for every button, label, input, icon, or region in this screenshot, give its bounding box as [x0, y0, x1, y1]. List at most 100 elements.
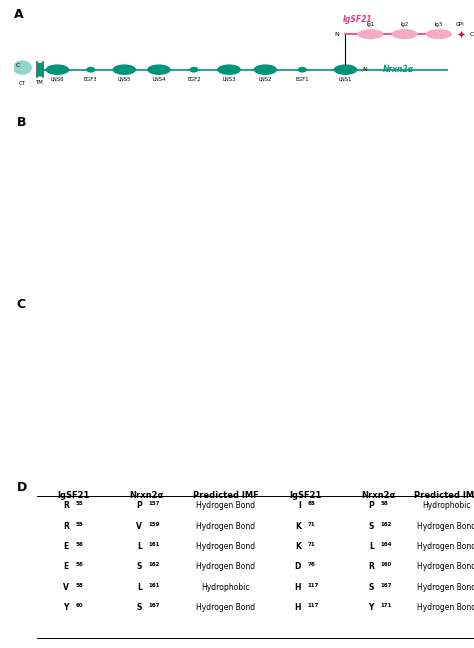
Text: K: K [295, 542, 301, 551]
Text: GPI: GPI [456, 22, 465, 27]
Text: IgSF21: IgSF21 [289, 491, 322, 500]
Text: CT: CT [19, 81, 26, 86]
Text: EGF2: EGF2 [187, 77, 201, 82]
Ellipse shape [357, 29, 384, 39]
Text: L: L [137, 542, 142, 551]
Text: 71: 71 [308, 542, 315, 547]
Text: Y: Y [64, 603, 69, 612]
Text: Hydrogen Bond: Hydrogen Bond [196, 501, 255, 510]
Text: LNS1: LNS1 [339, 77, 352, 82]
Text: 167: 167 [381, 583, 392, 588]
Text: C: C [17, 298, 26, 311]
Text: Ig1: Ig1 [366, 22, 374, 27]
Text: Hydrogen Bond: Hydrogen Bond [196, 603, 255, 612]
Text: R: R [368, 562, 374, 572]
Text: E: E [64, 542, 69, 551]
Text: Nrxn2α: Nrxn2α [129, 491, 164, 500]
Text: LNS2: LNS2 [259, 77, 272, 82]
Text: 160: 160 [381, 562, 392, 568]
Text: C: C [15, 64, 19, 68]
Text: Hydrogen Bond: Hydrogen Bond [417, 583, 474, 592]
Ellipse shape [298, 67, 307, 73]
Text: 68: 68 [308, 501, 316, 506]
Text: 171: 171 [381, 603, 392, 608]
Text: S: S [368, 522, 374, 531]
Text: E: E [64, 562, 69, 572]
Text: 117: 117 [308, 603, 319, 608]
Text: K: K [295, 522, 301, 531]
Text: I: I [298, 501, 301, 510]
Text: 55: 55 [76, 522, 83, 527]
Ellipse shape [392, 29, 418, 39]
Ellipse shape [254, 64, 277, 75]
Text: N: N [334, 32, 338, 37]
Ellipse shape [13, 60, 32, 75]
Ellipse shape [46, 64, 69, 75]
Text: Nrxn2α: Nrxn2α [383, 65, 414, 74]
Text: Hydrogen Bond: Hydrogen Bond [196, 542, 255, 551]
Text: P: P [368, 501, 374, 510]
Text: Hydrogen Bond: Hydrogen Bond [196, 522, 255, 531]
Text: L: L [137, 583, 142, 592]
Text: 161: 161 [148, 583, 160, 588]
Text: 167: 167 [148, 603, 160, 608]
Text: H: H [294, 603, 301, 612]
Ellipse shape [426, 29, 452, 39]
Text: R: R [63, 522, 69, 531]
Text: 76: 76 [308, 562, 316, 568]
Text: S: S [136, 603, 142, 612]
Text: Ig3: Ig3 [435, 22, 443, 27]
Text: 157: 157 [148, 501, 160, 506]
Text: 56: 56 [76, 542, 83, 547]
Text: Nrxn2α: Nrxn2α [361, 491, 395, 500]
Text: IgSF21: IgSF21 [343, 15, 373, 24]
Text: Hydrogen Bond: Hydrogen Bond [417, 603, 474, 612]
Text: Y: Y [368, 603, 374, 612]
Text: Hydrogen Bond: Hydrogen Bond [417, 522, 474, 531]
Text: H: H [294, 583, 301, 592]
Text: Ig2: Ig2 [401, 22, 409, 27]
Text: D: D [17, 481, 27, 494]
Text: S: S [368, 583, 374, 592]
Text: 159: 159 [148, 522, 160, 527]
Text: N: N [362, 67, 367, 72]
Text: EGF3: EGF3 [84, 77, 98, 82]
Ellipse shape [86, 67, 95, 73]
Text: Predicted IMF: Predicted IMF [414, 491, 474, 500]
Text: C: C [470, 32, 474, 37]
Text: Hydrogen Bond: Hydrogen Bond [196, 562, 255, 572]
Text: 164: 164 [381, 542, 392, 547]
Text: 162: 162 [148, 562, 160, 568]
Text: Hydrophobic: Hydrophobic [201, 583, 250, 592]
Text: Hydrogen Bond: Hydrogen Bond [417, 542, 474, 551]
Text: Hydrophobic: Hydrophobic [422, 501, 471, 510]
Text: D: D [294, 562, 301, 572]
Text: TM: TM [36, 80, 44, 85]
Text: Predicted IMF: Predicted IMF [193, 491, 259, 500]
Text: LNS5: LNS5 [118, 77, 131, 82]
Text: B: B [17, 116, 26, 129]
Text: 162: 162 [381, 522, 392, 527]
Ellipse shape [147, 64, 171, 75]
Text: LNS4: LNS4 [152, 77, 166, 82]
Ellipse shape [334, 64, 357, 75]
Text: V: V [63, 583, 69, 592]
Text: LNS6: LNS6 [51, 77, 64, 82]
Text: 55: 55 [76, 501, 83, 506]
Ellipse shape [217, 64, 241, 75]
Text: R: R [63, 501, 69, 510]
Text: 117: 117 [308, 583, 319, 588]
Text: EGF1: EGF1 [295, 77, 309, 82]
Text: V: V [136, 522, 142, 531]
Text: S: S [136, 562, 142, 572]
Ellipse shape [112, 64, 136, 75]
Text: IgSF21: IgSF21 [57, 491, 90, 500]
Text: A: A [14, 8, 24, 21]
Text: 60: 60 [76, 603, 83, 608]
Text: L: L [369, 542, 374, 551]
Text: LNS3: LNS3 [222, 77, 236, 82]
Text: 58: 58 [76, 583, 83, 588]
Text: Hydrogen Bond: Hydrogen Bond [417, 562, 474, 572]
Text: 161: 161 [148, 542, 160, 547]
Ellipse shape [190, 67, 199, 73]
